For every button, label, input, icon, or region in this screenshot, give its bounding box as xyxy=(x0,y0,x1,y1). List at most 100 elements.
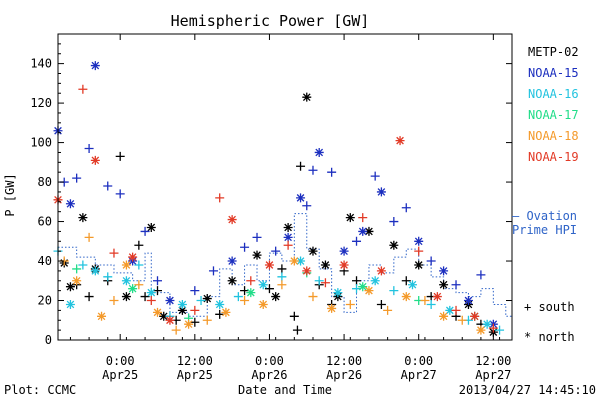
x-tick-date: Apr27 xyxy=(475,368,511,382)
point-north xyxy=(339,260,349,270)
point-south xyxy=(495,325,505,335)
point-north xyxy=(90,266,100,276)
legend-ovation-label: – Ovation xyxy=(512,209,577,223)
point-north xyxy=(389,240,399,250)
point-north xyxy=(339,246,349,256)
y-tick-label: 140 xyxy=(30,57,52,71)
point-south xyxy=(358,213,368,223)
x-tick-label: 0:00 xyxy=(404,354,433,368)
point-south xyxy=(352,276,362,286)
point-north xyxy=(271,292,281,302)
point-north xyxy=(227,276,237,286)
point-south xyxy=(370,171,380,181)
x-tick-date: Apr26 xyxy=(326,368,362,382)
point-north xyxy=(252,250,262,260)
point-north xyxy=(370,276,380,286)
point-north xyxy=(65,199,75,209)
point-north xyxy=(177,299,187,309)
point-south xyxy=(190,286,200,296)
point-north xyxy=(482,319,492,329)
footer-right: 2013/04/27 14:45:10 xyxy=(459,383,596,397)
point-north xyxy=(246,288,256,298)
point-south xyxy=(277,264,287,274)
x-tick-label: 0:00 xyxy=(106,354,135,368)
point-south xyxy=(140,226,150,236)
point-north xyxy=(445,305,455,315)
point-south xyxy=(277,280,287,290)
point-south xyxy=(296,161,306,171)
point-north xyxy=(358,282,368,292)
point-south xyxy=(283,240,293,250)
point-north xyxy=(165,296,175,306)
plot-frame xyxy=(57,33,513,341)
point-south xyxy=(153,276,163,286)
y-tick-label: 120 xyxy=(30,96,52,110)
point-south xyxy=(451,280,461,290)
point-north xyxy=(308,246,318,256)
y-tick-label: 100 xyxy=(30,136,52,150)
point-south xyxy=(264,284,274,294)
point-north xyxy=(320,260,330,270)
point-south xyxy=(78,84,88,94)
point-north xyxy=(221,307,231,317)
point-south xyxy=(240,296,250,306)
point-north xyxy=(395,136,405,146)
x-tick-date: Apr27 xyxy=(401,368,437,382)
point-south xyxy=(196,296,206,306)
point-south xyxy=(115,151,125,161)
point-north xyxy=(90,61,100,71)
y-tick-label: 20 xyxy=(38,294,52,308)
point-north xyxy=(345,213,355,223)
x-tick-date: Apr25 xyxy=(102,368,138,382)
y-tick-label: 80 xyxy=(38,175,52,189)
point-south xyxy=(103,181,113,191)
x-tick-date: Apr25 xyxy=(177,368,213,382)
point-north xyxy=(401,292,411,302)
x-axis-label: Date and Time xyxy=(238,383,332,397)
point-south xyxy=(84,232,94,242)
point-north xyxy=(414,260,424,270)
point-north xyxy=(97,311,107,321)
point-north xyxy=(202,294,212,304)
point-south xyxy=(383,305,393,315)
point-south xyxy=(72,264,82,274)
point-south xyxy=(134,240,144,250)
series-noaa-18 xyxy=(59,232,486,335)
point-north xyxy=(159,311,169,321)
legend-marker-north: * north xyxy=(524,330,575,344)
point-south xyxy=(289,311,299,321)
point-south xyxy=(327,167,337,177)
point-south xyxy=(476,270,486,280)
point-north xyxy=(121,292,131,302)
point-south xyxy=(277,272,287,282)
point-south xyxy=(320,278,330,288)
point-north xyxy=(327,303,337,313)
series-noaa-16 xyxy=(53,246,505,335)
point-south xyxy=(389,286,399,296)
legend-entry-metp-02: METP-02 xyxy=(528,45,579,59)
point-south xyxy=(345,299,355,309)
point-south xyxy=(352,284,362,294)
point-north xyxy=(90,155,100,165)
point-north xyxy=(184,319,194,329)
point-north xyxy=(258,280,268,290)
point-south xyxy=(78,260,88,270)
point-north xyxy=(65,282,75,292)
point-north xyxy=(128,252,138,262)
series-noaa-17 xyxy=(72,264,480,323)
point-north xyxy=(376,266,386,276)
point-north xyxy=(296,193,306,203)
x-tick-label: 12:00 xyxy=(326,354,362,368)
point-north xyxy=(215,299,225,309)
point-north xyxy=(333,288,343,298)
point-north xyxy=(289,256,299,266)
point-north xyxy=(146,222,156,232)
x-tick-date: Apr26 xyxy=(251,368,287,382)
point-north xyxy=(407,280,417,290)
point-south xyxy=(140,292,150,302)
point-north xyxy=(165,315,175,325)
ovation-hpi-line xyxy=(58,213,513,317)
point-south xyxy=(414,246,424,256)
legend: METP-02 NOAA-15 NOAA-16 NOAA-17 NOAA-18 NOAA-… xyxy=(512,45,579,344)
point-south xyxy=(215,193,225,203)
